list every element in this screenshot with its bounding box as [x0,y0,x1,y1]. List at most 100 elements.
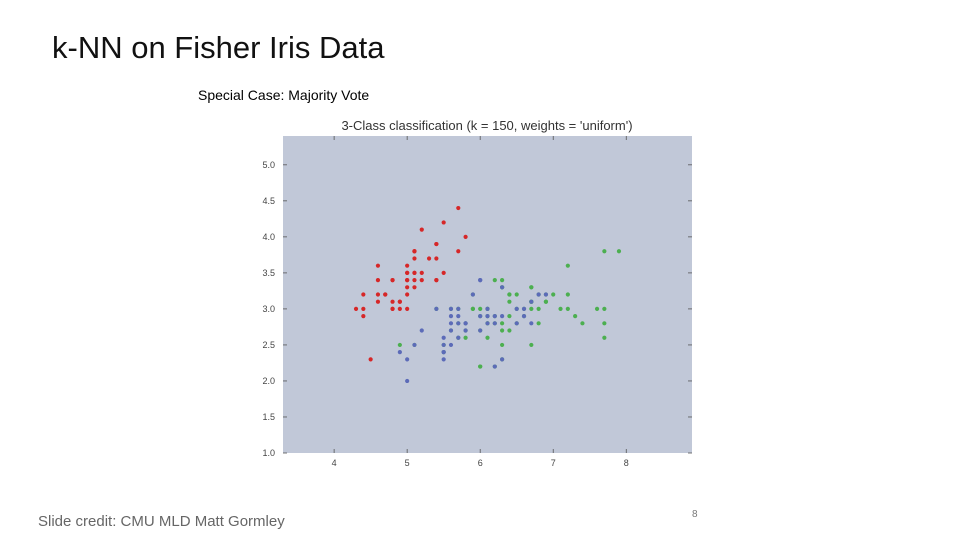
point-setosa [434,256,439,261]
point-virginica [434,306,439,312]
point-setosa [405,263,410,268]
point-virginica [514,321,519,326]
point-virginica [405,378,410,384]
point-setosa [390,299,395,304]
point-versicolor [594,306,600,312]
point-setosa [434,241,439,247]
point-virginica [492,314,497,319]
point-setosa [412,285,417,290]
point-versicolor [492,277,497,283]
point-virginica [456,321,461,326]
y-tick-label: 1.5 [262,412,275,422]
point-setosa [375,277,381,283]
point-virginica [441,342,446,348]
point-versicolor [551,292,556,297]
point-setosa [361,306,366,312]
x-tick-label: 4 [332,458,337,468]
point-virginica [405,357,410,362]
point-virginica [521,314,527,319]
point-setosa [353,306,359,312]
point-setosa [405,270,410,275]
point-virginica [500,285,505,290]
point-versicolor [500,328,505,333]
point-virginica [448,314,454,319]
point-setosa [375,299,381,304]
point-virginica [492,364,497,369]
point-setosa [405,285,410,290]
point-setosa [412,277,417,283]
point-versicolor [485,335,490,340]
point-setosa [419,227,424,232]
point-setosa [383,292,388,297]
point-versicolor [558,306,563,312]
point-versicolor [478,306,483,312]
point-virginica [485,321,490,326]
point-versicolor [507,328,512,333]
point-virginica [500,314,505,319]
point-setosa [405,292,410,297]
point-setosa [397,306,402,312]
x-tick-label: 5 [405,458,410,468]
point-versicolor [500,321,505,326]
point-virginica [412,342,417,348]
point-versicolor [529,285,534,290]
point-virginica [456,314,461,319]
chart-title: 3-Class classification (k = 150, weights… [341,118,632,133]
point-versicolor [565,263,570,268]
y-tick-label: 1.0 [262,448,275,458]
point-versicolor [602,306,607,312]
point-setosa [405,277,410,283]
point-versicolor [478,364,483,369]
point-setosa [456,205,461,211]
y-tick-label: 2.0 [262,376,275,386]
point-virginica [478,314,483,319]
point-versicolor [470,306,475,312]
point-virginica [470,292,475,297]
slide-title: k-NN on Fisher Iris Data [52,30,385,65]
point-virginica [441,357,446,362]
y-tick-label: 2.5 [262,340,275,350]
point-setosa [419,277,424,283]
point-virginica [441,350,446,355]
point-setosa [412,270,417,275]
point-virginica [463,328,468,333]
point-versicolor [602,249,607,254]
point-virginica [397,350,402,355]
point-versicolor [580,321,585,326]
point-versicolor [565,306,570,312]
data-points [353,205,622,384]
point-virginica [529,321,534,326]
point-setosa [426,256,432,261]
point-versicolor [573,314,578,319]
point-versicolor [514,292,519,297]
point-versicolor [507,314,512,319]
point-virginica [448,328,454,333]
point-versicolor [500,342,505,348]
point-versicolor [397,342,402,348]
point-virginica [448,321,454,326]
y-tick-label: 4.5 [262,196,275,206]
point-setosa [463,234,468,239]
point-setosa [397,299,402,304]
point-setosa [434,277,439,283]
point-versicolor [507,292,512,297]
point-virginica [485,314,490,319]
point-virginica [543,292,549,297]
point-virginica [478,328,483,333]
point-virginica [448,342,454,348]
point-virginica [514,306,519,312]
plot-area [283,136,692,453]
point-setosa [390,277,395,283]
point-setosa [419,270,424,275]
point-versicolor [543,299,549,304]
point-virginica [419,328,424,333]
point-versicolor [507,299,512,304]
point-versicolor [565,292,570,297]
point-setosa [375,263,381,268]
point-setosa [390,306,395,312]
point-virginica [456,306,461,312]
page-number: 8 [692,509,698,520]
point-setosa [412,256,417,261]
slide-subtitle: Special Case: Majority Vote [198,87,370,103]
